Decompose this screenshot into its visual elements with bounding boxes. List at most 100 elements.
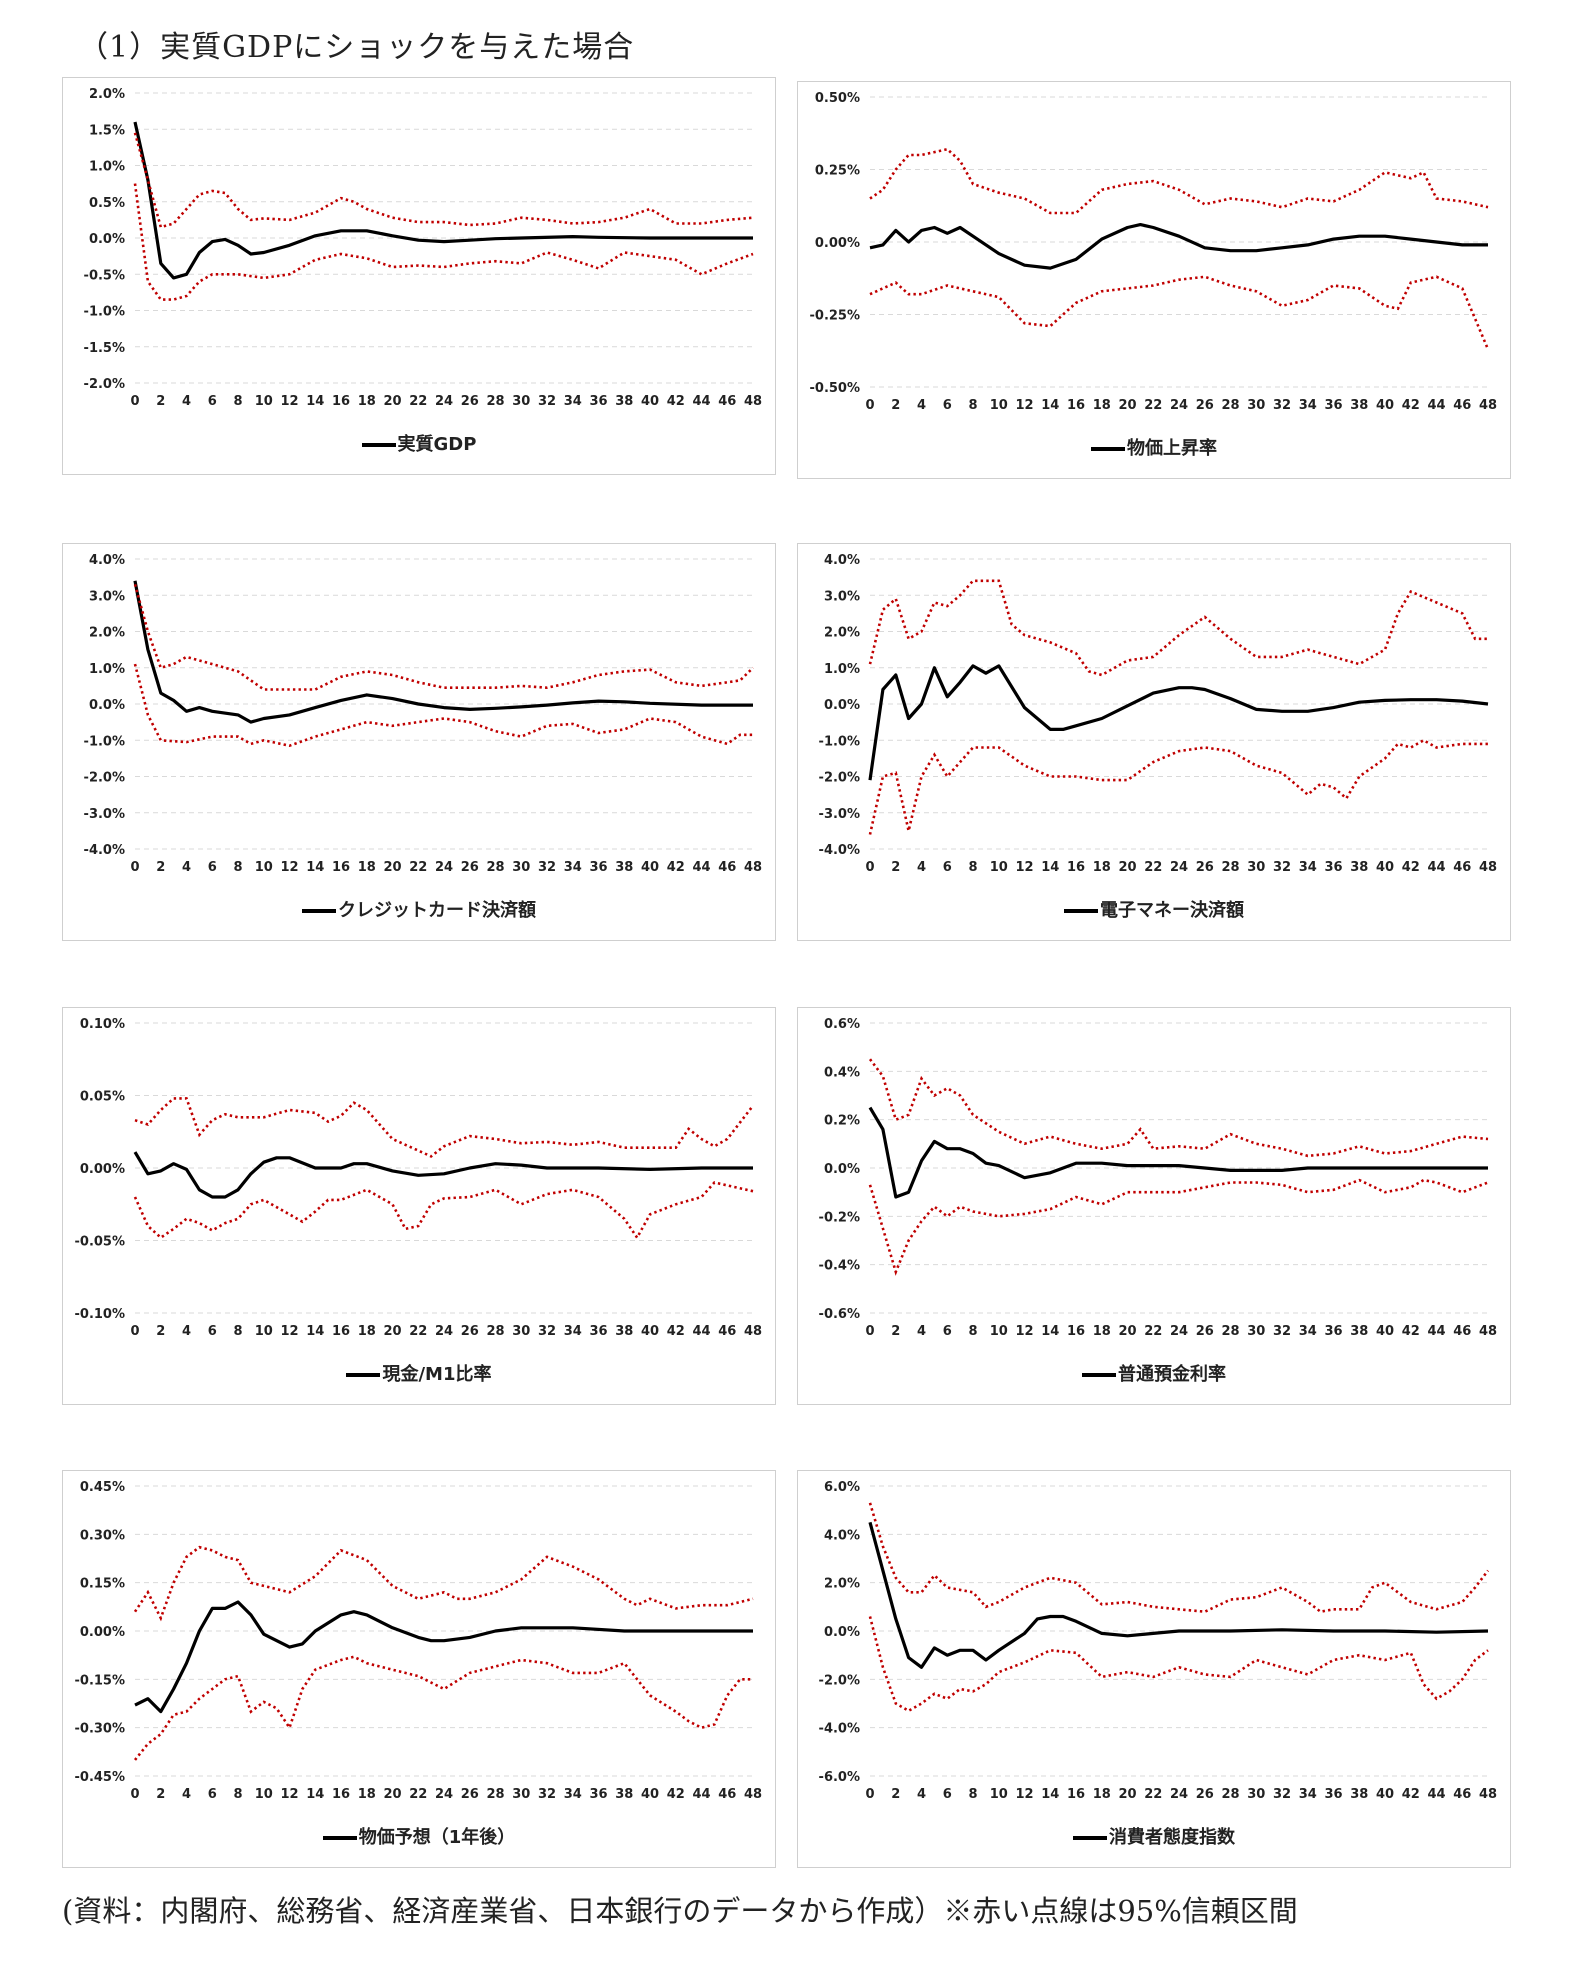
chart-svg-credit-card: 4.0% 3.0% 2.0% 1.0% 0.0% -1.0% -2.0% -3.0% -4.0%… [84, 553, 763, 875]
y-tick-label: -1.5% [84, 341, 125, 356]
chart-svg-cash-m1: 0.10%0.05%0.00%-0.05%-0.10%0 2 4 6 8 10 12 14 16… [75, 1017, 763, 1339]
legend-label: 物価予想（1年後） [358, 1827, 516, 1848]
confidence-band-upper [868, 1502, 1490, 1614]
y-tick-label: -4.0% [819, 1722, 860, 1737]
x-tick-label: 16 [1067, 1324, 1085, 1339]
x-tick-label: 40 [641, 860, 659, 875]
y-tick-label: 0.00% [80, 1162, 125, 1177]
y-tick-label: -2.0% [84, 771, 125, 786]
x-tick-label: 6 [208, 1324, 217, 1339]
x-tick-label: 0 [865, 1787, 874, 1802]
confidence-band-upper [868, 579, 1488, 677]
x-tick-label: 6 [208, 1787, 217, 1802]
x-tick-label: 4 [917, 398, 926, 413]
confidence-band-upper [133, 1545, 754, 1622]
y-tick-label: 0.0% [89, 232, 125, 247]
x-tick-label: 30 [1247, 398, 1265, 413]
x-tick-label: 46 [1453, 398, 1471, 413]
x-tick-label: 42 [667, 1324, 685, 1339]
x-tick-label: 2 [156, 1787, 165, 1802]
x-tick-label: 10 [990, 860, 1008, 875]
x-tick-label: 10 [255, 394, 273, 409]
y-tick-label: 2.0% [89, 87, 125, 102]
x-tick-label: 22 [409, 860, 427, 875]
x-tick-label: 48 [744, 860, 762, 875]
x-tick-label: 38 [1350, 398, 1368, 413]
confidence-band-upper [869, 147, 1489, 215]
x-tick-label: 6 [208, 394, 217, 409]
x-tick-label: 12 [280, 860, 298, 875]
y-tick-label: 1.5% [89, 123, 125, 138]
x-tick-label: 40 [1376, 398, 1394, 413]
x-tick-label: 0 [130, 394, 139, 409]
x-tick-label: 14 [306, 394, 324, 409]
y-tick-label: 0.4% [824, 1065, 860, 1080]
x-tick-label: 48 [744, 1324, 762, 1339]
x-tick-label: 18 [358, 860, 376, 875]
x-tick-label: 4 [182, 860, 191, 875]
y-tick-label: 1.0% [824, 662, 860, 677]
x-tick-label: 36 [1324, 1324, 1342, 1339]
chart-svg-price-expectation: 0.45% 0.30% 0.15% 0.00% -0.15% -0.30% -0.45% 0 2… [75, 1480, 763, 1802]
legend: 物価上昇率 [798, 434, 1510, 460]
x-tick-label: 2 [156, 394, 165, 409]
y-tick-label: 0.0% [824, 698, 860, 713]
y-tick-label: 6.0% [824, 1480, 860, 1495]
impulse-response-line [868, 1521, 1489, 1669]
x-tick-label: 40 [641, 1324, 659, 1339]
x-tick-label: 44 [1427, 860, 1445, 875]
x-tick-label: 34 [564, 394, 582, 409]
y-tick-label: -0.4% [819, 1259, 860, 1274]
x-tick-label: 4 [182, 1324, 191, 1339]
x-tick-label: 36 [589, 1324, 607, 1339]
x-tick-label: 28 [1221, 860, 1239, 875]
legend: 実質GDP [63, 430, 775, 456]
x-tick-label: 30 [1247, 1787, 1265, 1802]
x-tick-label: 44 [692, 860, 710, 875]
x-tick-label: 30 [512, 1324, 530, 1339]
y-tick-label: -3.0% [84, 807, 125, 822]
x-tick-label: 0 [130, 1787, 139, 1802]
x-tick-label: 26 [461, 1787, 479, 1802]
y-tick-label: 4.0% [89, 553, 125, 568]
chart-panel-cash-m1: 0.10% 0.05% 0.00% -0.05% -0.10% 0 2 4 6 8 10 12 14 16… [62, 1007, 776, 1405]
x-tick-label: 12 [280, 1787, 298, 1802]
x-tick-label: 24 [435, 1324, 453, 1339]
y-tick-label: 0.0% [824, 1625, 860, 1640]
legend: 現金/M1比率 [63, 1360, 775, 1386]
chart-panel-real-gdp: 2.0% 1.5% 1.0% 0.5% 0.0% -0.5% -1.0% -1.5% -2.0%… [62, 77, 776, 475]
x-tick-label: 20 [383, 860, 401, 875]
confidence-band-lower [133, 1181, 754, 1241]
x-tick-label: 32 [1273, 860, 1291, 875]
x-tick-label: 28 [486, 1787, 504, 1802]
x-tick-label: 8 [233, 1787, 242, 1802]
x-tick-label: 26 [1196, 1324, 1214, 1339]
x-tick-label: 8 [968, 860, 977, 875]
x-tick-label: 10 [255, 860, 273, 875]
x-tick-label: 32 [538, 1324, 556, 1339]
x-tick-label: 14 [306, 1324, 324, 1339]
x-tick-label: 34 [1299, 398, 1317, 413]
x-tick-label: 48 [744, 394, 762, 409]
x-tick-label: 4 [917, 1324, 926, 1339]
x-tick-label: 20 [383, 1324, 401, 1339]
impulse-response-line [133, 1151, 753, 1199]
x-tick-label: 46 [1453, 1787, 1471, 1802]
x-tick-label: 26 [461, 394, 479, 409]
x-tick-label: 30 [1247, 1324, 1265, 1339]
x-tick-label: 26 [1196, 1787, 1214, 1802]
legend-label: 普通預金利率 [1118, 1364, 1226, 1385]
y-tick-label: 3.0% [824, 589, 860, 604]
x-tick-label: 38 [1350, 1324, 1368, 1339]
x-tick-label: 22 [1144, 398, 1162, 413]
x-tick-label: 46 [718, 394, 736, 409]
y-tick-label: 0.25% [815, 164, 860, 179]
x-tick-label: 22 [409, 394, 427, 409]
x-tick-label: 16 [332, 1787, 350, 1802]
impulse-response-line [868, 1106, 1488, 1199]
x-tick-label: 28 [486, 860, 504, 875]
y-tick-label: -3.0% [819, 807, 860, 822]
x-tick-label: 4 [917, 1787, 926, 1802]
x-tick-label: 38 [615, 394, 633, 409]
y-tick-label: 2.0% [824, 626, 860, 641]
